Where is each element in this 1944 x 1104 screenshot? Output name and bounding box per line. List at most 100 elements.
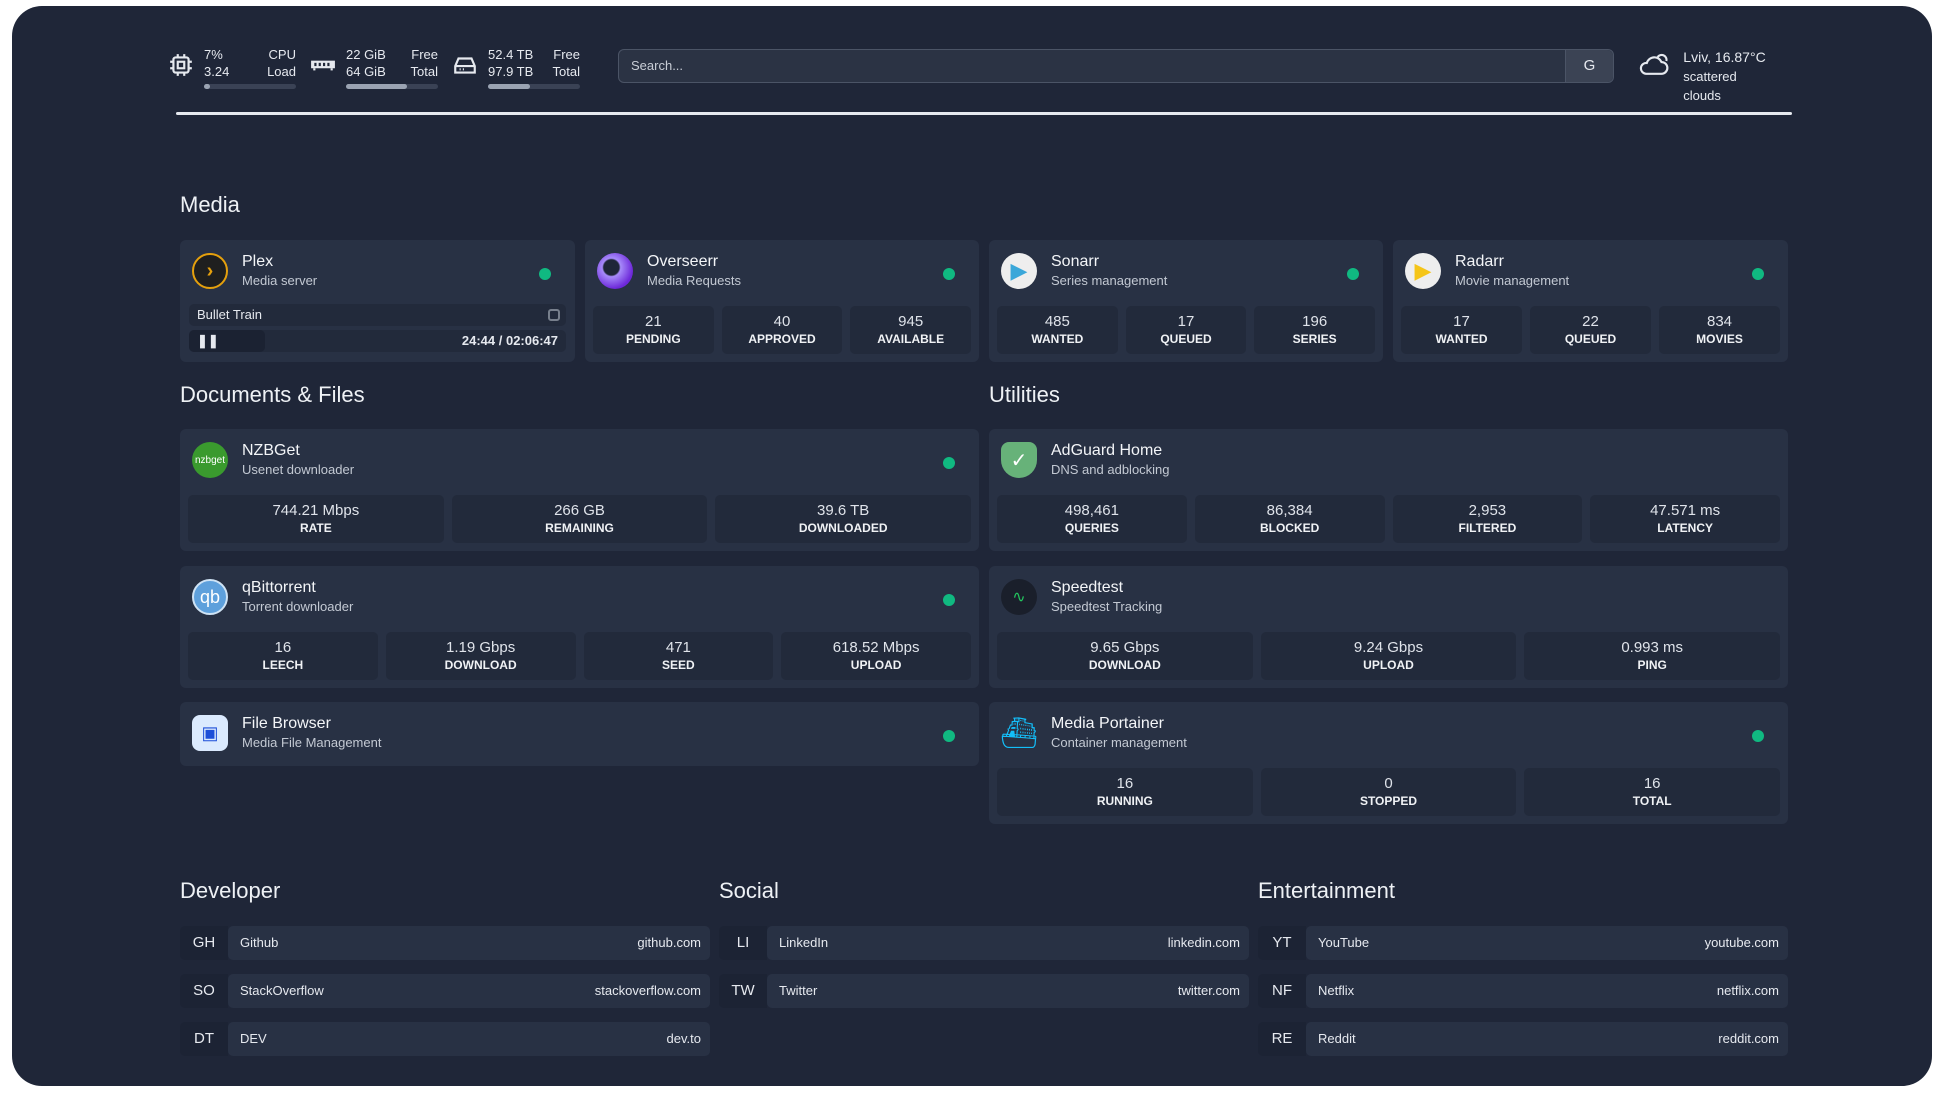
card-subtitle: DNS and adblocking [1051, 462, 1170, 477]
stats-row: 17 WANTED 22 QUEUED 834 MOVIES [1401, 306, 1780, 354]
stats-row: 21 PENDING 40 APPROVED 945 AVAILABLE [593, 306, 972, 354]
stat-label: QUEUED [1564, 332, 1617, 346]
total-label: Total [410, 64, 438, 79]
bookmark-url[interactable]: twitter.com [1177, 983, 1240, 998]
memory-bar [346, 84, 438, 89]
stat-label: QUEUED [1160, 332, 1212, 346]
stat-seed: 471 SEED [583, 632, 774, 680]
bookmark-url[interactable]: youtube.com [1704, 935, 1779, 950]
sonarr-logo-icon: ▶ [1001, 253, 1037, 289]
stat-value: 17 [1453, 313, 1470, 330]
bookmark-name[interactable]: LinkedIn [779, 935, 829, 950]
sonarr-card[interactable]: ▶ Sonarr Series management 485 WANTED 17 QUEUE… [989, 240, 1383, 362]
section-documents: Documents & Files [180, 382, 365, 407]
stats-row: 744.21 Mbps RATE 266 GB REMAINING 39.6 TB DOW… [188, 495, 972, 543]
bookmark-name[interactable]: DEV [240, 1031, 267, 1046]
filebrowser-logo-icon: ▣ [192, 715, 228, 751]
filebrowser-card[interactable]: ▣ File Browser Media File Management [180, 702, 979, 766]
bookmark-github[interactable]: GH Github github.com [180, 926, 710, 960]
google-search-button[interactable]: G [1565, 50, 1613, 82]
bookmark-url[interactable]: reddit.com [1718, 1031, 1779, 1046]
bookmark-url[interactable]: netflix.com [1716, 983, 1779, 998]
bookmark-youtube[interactable]: YT YouTube youtube.com [1258, 926, 1788, 960]
card-subtitle: Usenet downloader [242, 462, 355, 477]
bookmark-name[interactable]: StackOverflow [240, 983, 324, 998]
section-social: Social [719, 878, 779, 903]
stat-ping: 0.993 ms PING [1524, 632, 1781, 680]
stat-label: WANTED [1031, 332, 1084, 346]
stats-row: 16 LEECH 1.19 Gbps DOWNLOAD 471 SEED 618.52 Mb… [188, 632, 971, 680]
stat-value: 945 [898, 313, 924, 330]
card-subtitle: Media server [242, 273, 318, 288]
stat-wanted: 17 WANTED [1401, 306, 1522, 354]
qbittorrent-card[interactable]: qb qBittorrent Torrent downloader 16 LEECH 1.… [180, 566, 979, 688]
stat-value: 9.24 Gbps [1353, 639, 1424, 656]
stat-value: 471 [665, 639, 691, 656]
stat-value: 16 [274, 639, 292, 656]
stat-series: 196 SERIES [1254, 306, 1376, 354]
bookmark-name[interactable]: Github [240, 935, 279, 950]
bookmark-abbr: GH [180, 926, 228, 960]
section-developer: Developer [180, 878, 281, 903]
stat-leech: 16 LEECH [188, 632, 378, 680]
bookmark-abbr: RE [1258, 1022, 1306, 1056]
stat-downloaded: 39.6 TB DOWNLOADED [715, 495, 972, 543]
plex-logo-icon: › [192, 253, 228, 289]
card-title: Plex [242, 253, 274, 270]
speedtest-card[interactable]: ∿ Speedtest Speedtest Tracking 9.65 Gbps DOW… [989, 566, 1788, 688]
bookmark-name[interactable]: Reddit [1318, 1031, 1356, 1046]
status-dot [1347, 268, 1359, 280]
stat-value: 17 [1177, 313, 1195, 330]
pause-icon[interactable]: ❚❚ [189, 330, 265, 352]
stat-label: TOTAL [1632, 794, 1672, 808]
overseerr-card[interactable]: Overseerr Media Requests 21 PENDING 40 APPROV… [585, 240, 979, 362]
search-input[interactable]: Search... [631, 58, 684, 73]
overseerr-logo-icon [597, 253, 633, 289]
status-dot [1752, 730, 1764, 742]
radarr-card[interactable]: ▶ Radarr Movie management 17 WANTED 22 QUEUED 8… [1393, 240, 1788, 362]
bookmark-url[interactable]: dev.to [666, 1031, 701, 1046]
card-subtitle: Container management [1051, 735, 1187, 750]
bookmark-url[interactable]: linkedin.com [1167, 935, 1240, 950]
stat-value: 86,384 [1266, 502, 1313, 519]
adguard-card[interactable]: ✓ AdGuard Home DNS and adblocking 498,461 QU… [989, 429, 1788, 551]
stat-label: DOWNLOAD [444, 658, 517, 672]
resource-bar: 7% 3.24 CPU Load 22 GiB 64 GiB Free Total 52.4… [168, 42, 1776, 103]
stat-available: 945 AVAILABLE [850, 306, 972, 354]
status-dot [943, 594, 955, 606]
speedtest-pulse-icon: ∿ [1001, 579, 1037, 615]
stat-wanted: 485 WANTED [997, 306, 1118, 354]
stat-download: 1.19 Gbps DOWNLOAD [385, 632, 576, 680]
card-title: NZBGet [242, 442, 300, 459]
bookmark-name[interactable]: Netflix [1318, 983, 1355, 998]
stat-label: SEED [662, 658, 695, 672]
stat-queued: 22 QUEUED [1530, 306, 1651, 354]
bookmark-dev[interactable]: DT DEV dev.to [180, 1022, 710, 1056]
bookmark-netflix[interactable]: NF Netflix netflix.com [1258, 974, 1788, 1008]
bookmark-name[interactable]: Twitter [779, 983, 818, 998]
stat-label: FILTERED [1458, 521, 1517, 535]
stat-label: APPROVED [748, 332, 816, 346]
portainer-card[interactable]: ⛴ Media Portainer Container management 16 RU… [989, 702, 1788, 824]
plex-card[interactable]: › Plex Media server Bullet Train ❚❚ 24:44 /… [180, 240, 575, 362]
bookmark-url[interactable]: stackoverflow.com [594, 983, 701, 998]
card-title: File Browser [242, 715, 331, 732]
nzbget-card[interactable]: nzbget NZBGet Usenet downloader 744.21 Mbps… [180, 429, 979, 551]
disk-bar [488, 84, 580, 89]
status-dot [943, 457, 955, 469]
bookmark-stackoverflow[interactable]: SO StackOverflow stackoverflow.com [180, 974, 710, 1008]
card-subtitle: Media File Management [242, 735, 382, 750]
settings-icon[interactable] [548, 309, 560, 321]
bookmark-url[interactable]: github.com [637, 935, 701, 950]
status-dot [1752, 268, 1764, 280]
bookmark-twitter[interactable]: TW Twitter twitter.com [719, 974, 1249, 1008]
bookmark-reddit[interactable]: RE Reddit reddit.com [1258, 1022, 1788, 1056]
stat-value: 16 [1116, 775, 1134, 792]
stats-row: 498,461 QUERIES 86,384 BLOCKED 2,953 FILTERED… [997, 495, 1780, 543]
bookmark-linkedin[interactable]: LI LinkedIn linkedin.com [719, 926, 1249, 960]
stat-value: 744.21 Mbps [272, 502, 360, 519]
playback-time: 24:44 / 02:06:47 [461, 333, 558, 348]
bookmark-name[interactable]: YouTube [1318, 935, 1370, 950]
stat-label: UPLOAD [1363, 658, 1414, 672]
section-utilities: Utilities [989, 382, 1060, 407]
